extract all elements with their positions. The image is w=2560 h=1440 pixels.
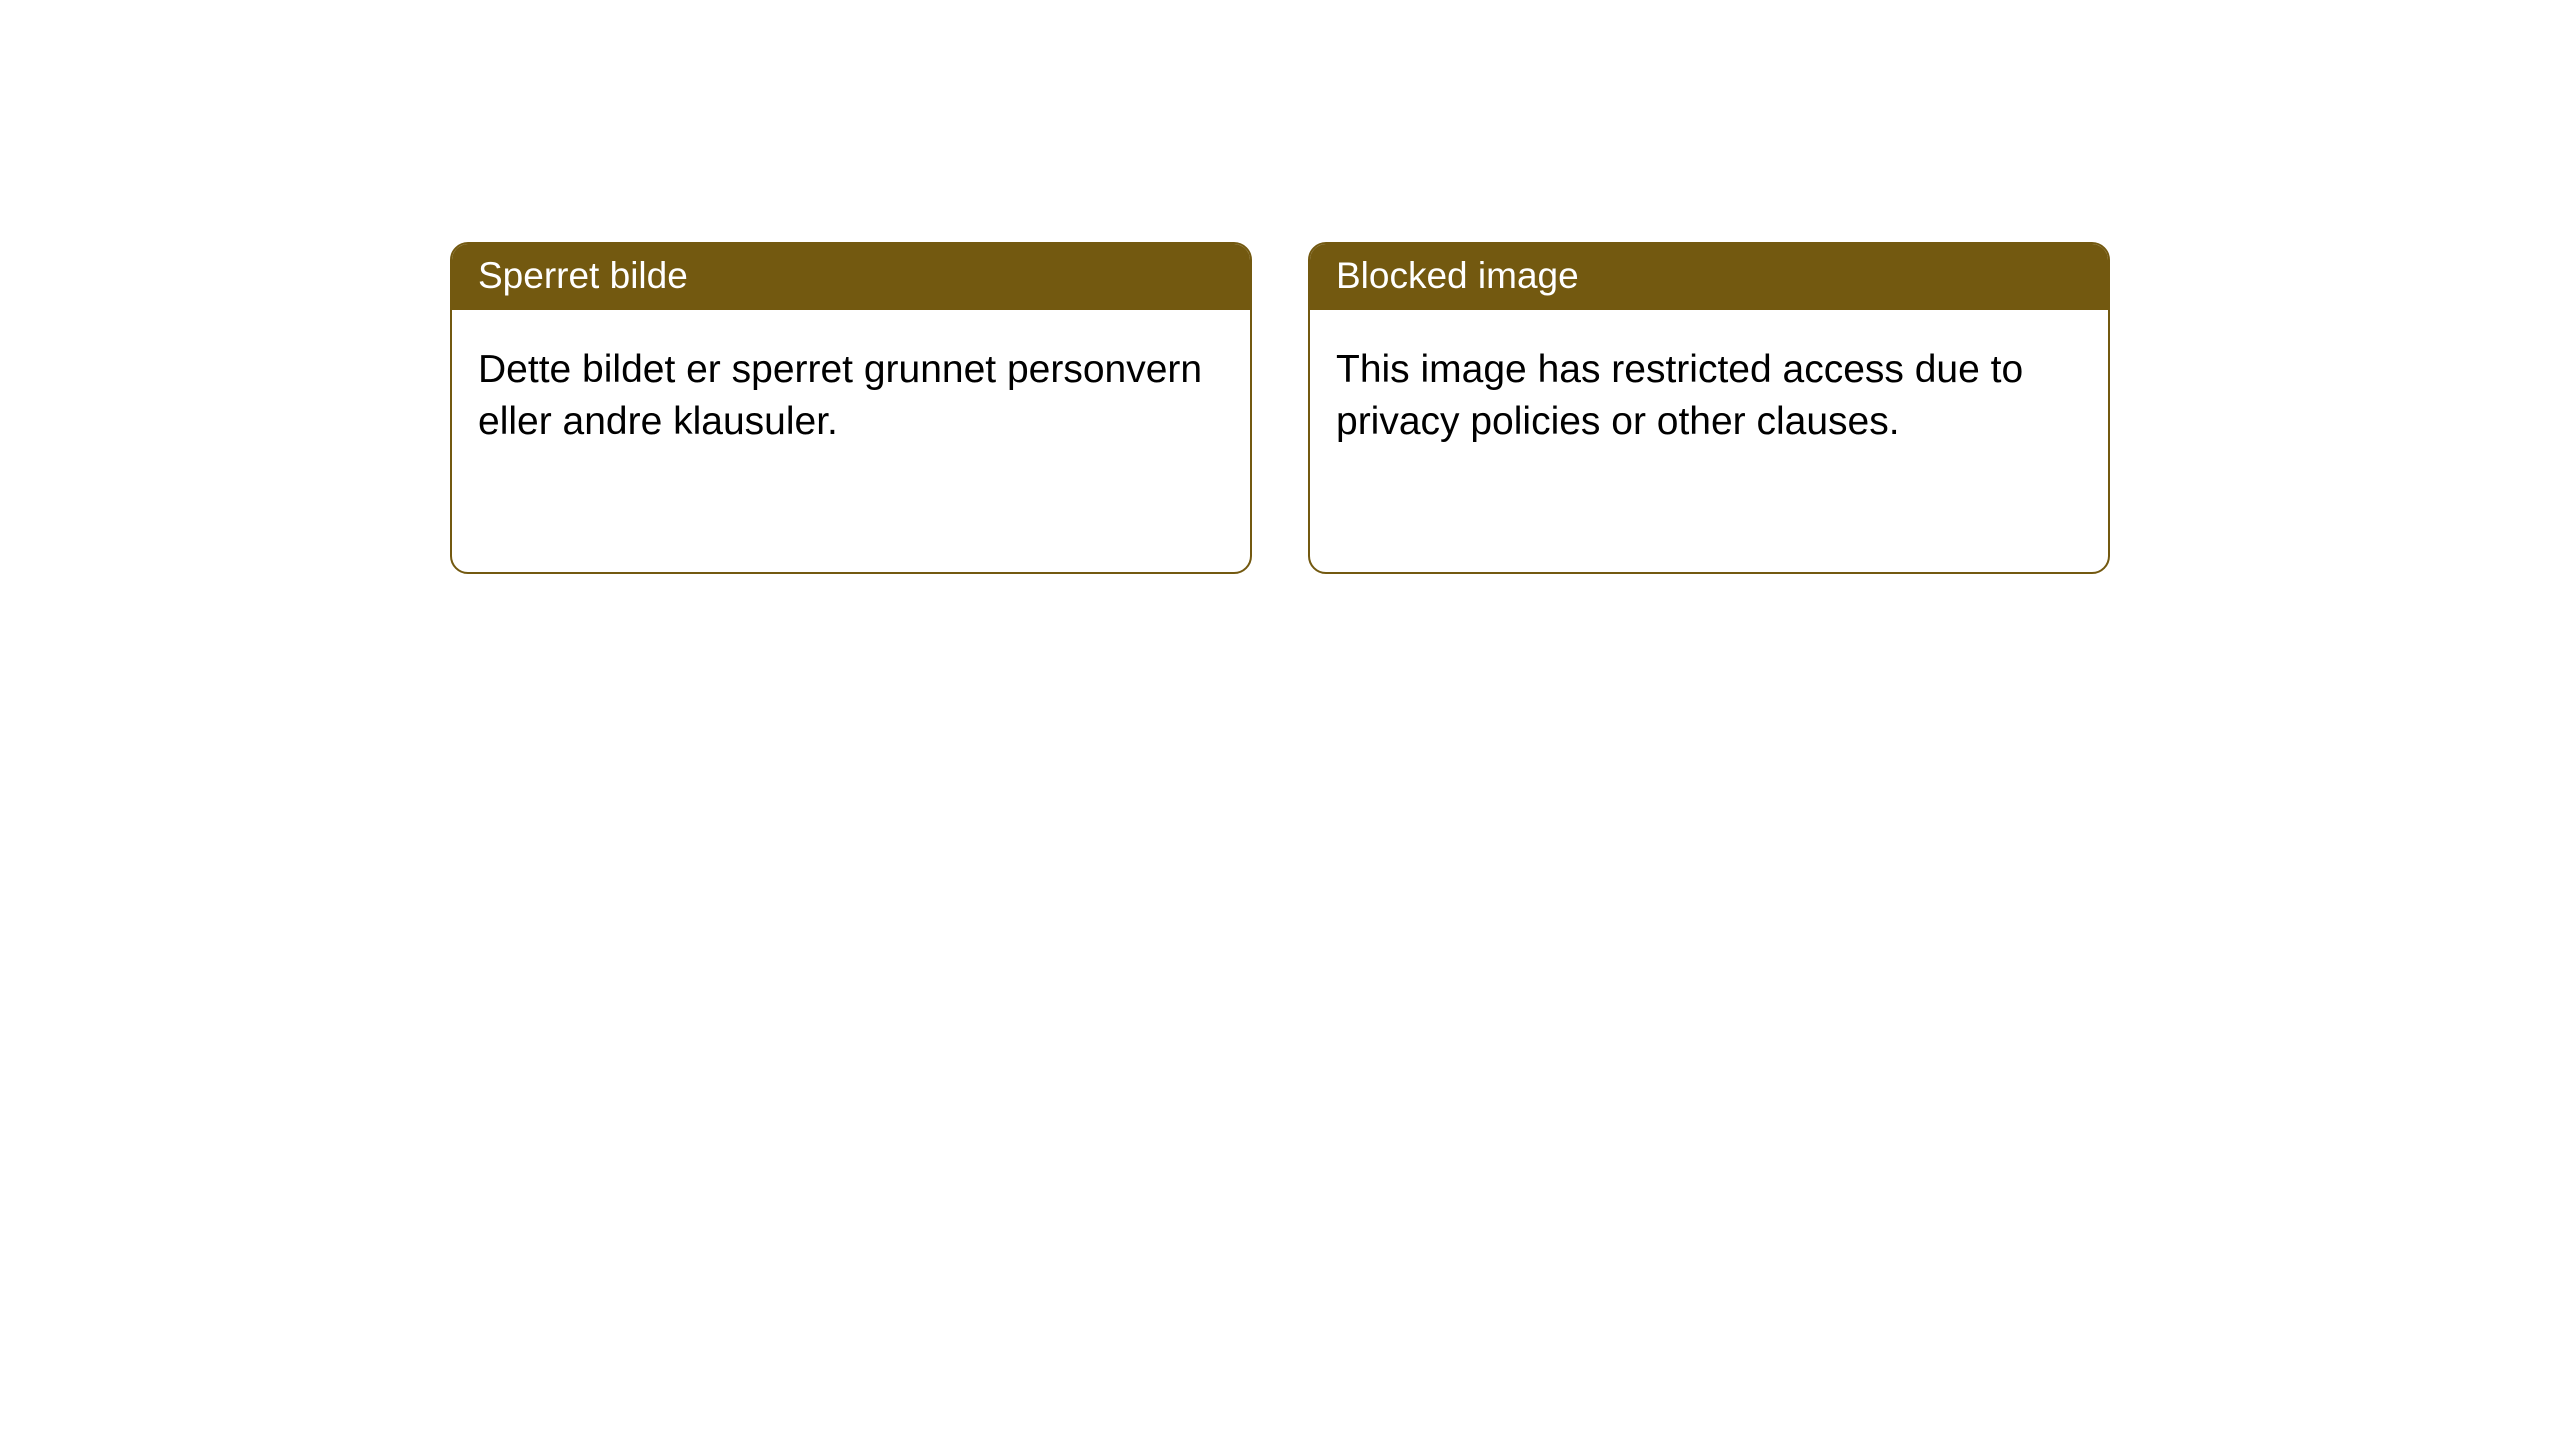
notice-body-en: This image has restricted access due to … <box>1310 310 2108 481</box>
notice-body-no: Dette bildet er sperret grunnet personve… <box>452 310 1250 481</box>
notice-card-no: Sperret bilde Dette bildet er sperret gr… <box>450 242 1252 574</box>
notice-card-en: Blocked image This image has restricted … <box>1308 242 2110 574</box>
notice-header-en: Blocked image <box>1310 244 2108 310</box>
notice-header-no: Sperret bilde <box>452 244 1250 310</box>
notice-container: Sperret bilde Dette bildet er sperret gr… <box>0 0 2560 574</box>
